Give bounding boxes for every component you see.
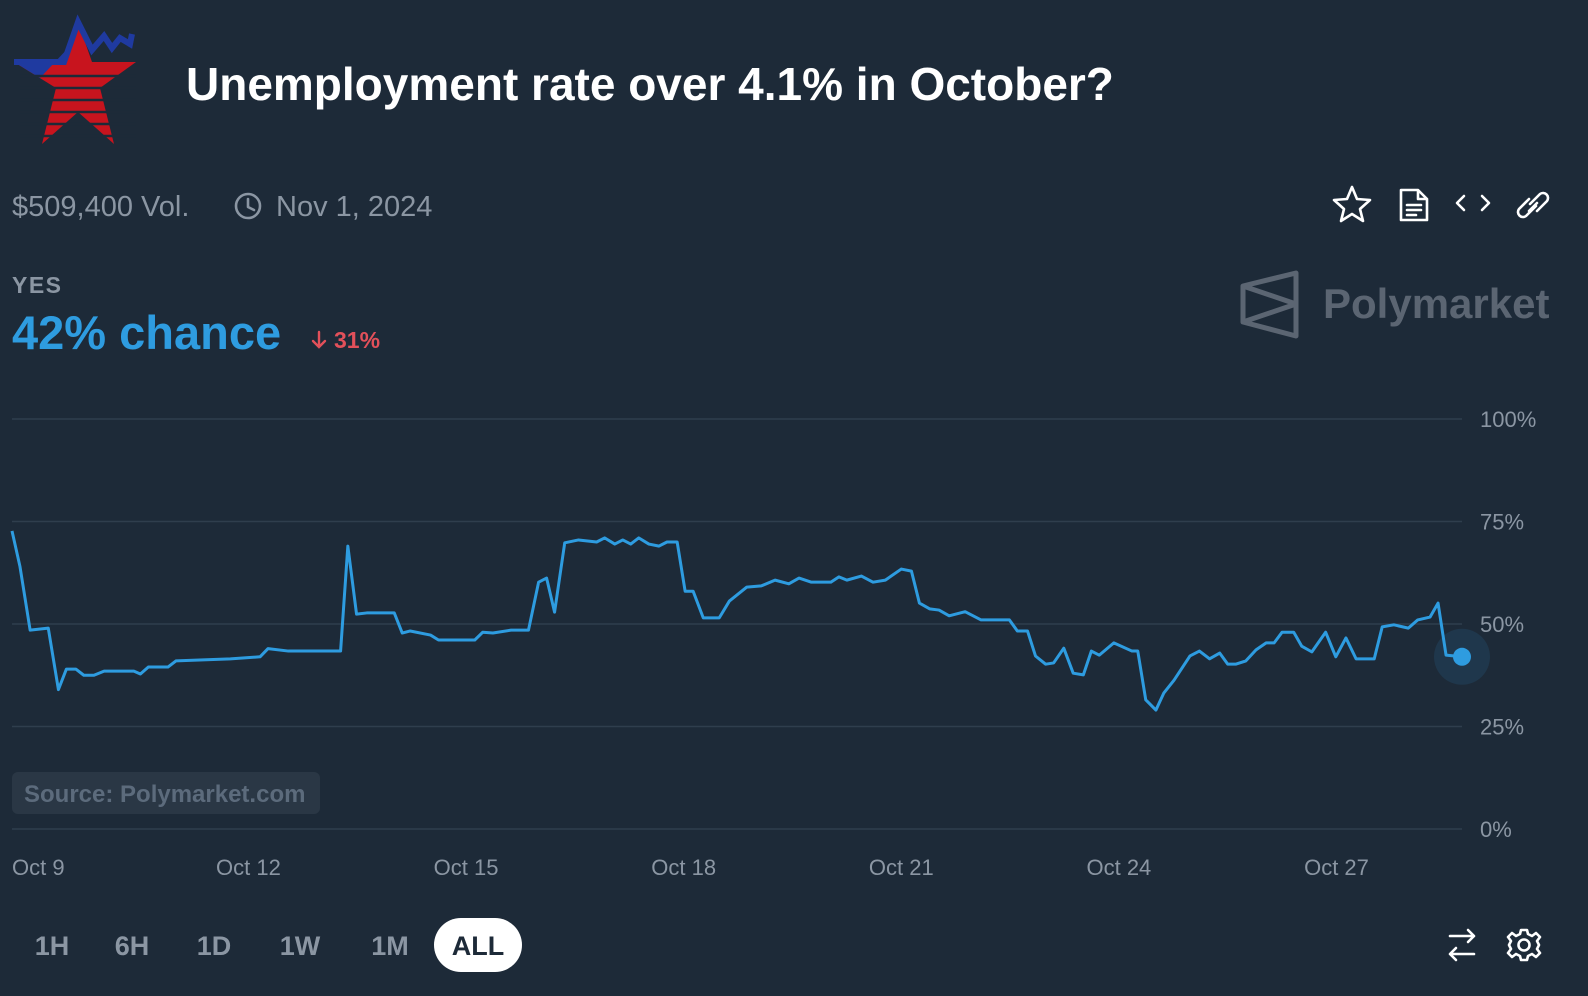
price-line xyxy=(10,530,1463,712)
y-tick-label: 50% xyxy=(1480,612,1524,637)
y-tick-label: 25% xyxy=(1480,715,1524,740)
y-tick-label: 75% xyxy=(1480,510,1524,535)
swap-button[interactable] xyxy=(1448,928,1476,962)
x-tick-label: Oct 9 xyxy=(12,855,65,880)
x-tick-label: Oct 24 xyxy=(1086,855,1151,880)
source-label: Source: Polymarket.com xyxy=(24,781,305,808)
x-tick-label: Oct 18 xyxy=(651,855,716,880)
settings-button[interactable] xyxy=(1506,928,1542,962)
range-button[interactable]: 1M xyxy=(371,931,409,961)
current-dot xyxy=(1453,647,1471,666)
brand-name: Polymarket xyxy=(1323,280,1549,327)
range-button[interactable]: 6H xyxy=(115,931,150,961)
change-label: 31% xyxy=(334,327,380,353)
rules-button[interactable] xyxy=(1399,188,1429,222)
x-tick-label: Oct 15 xyxy=(434,855,499,880)
end-date: Nov 1, 2024 xyxy=(276,191,432,223)
down-arrow xyxy=(311,330,327,349)
range-selected-pill xyxy=(434,918,522,972)
market-logo xyxy=(14,14,136,144)
clock-icon xyxy=(234,192,262,220)
range-button[interactable]: ALL xyxy=(452,931,504,961)
range-button[interactable]: 1H xyxy=(35,931,70,961)
range-button[interactable]: 1W xyxy=(280,931,321,961)
embed-button[interactable] xyxy=(1455,194,1491,212)
y-tick-label: 100% xyxy=(1480,407,1536,432)
range-selector: 1H 6H 1D 1W 1M ALL xyxy=(35,918,522,972)
outcome-label: YES xyxy=(12,272,63,298)
x-tick-label: Oct 21 xyxy=(869,855,934,880)
range-button[interactable]: 1D xyxy=(197,931,232,961)
bookmark-button[interactable] xyxy=(1332,185,1372,223)
volume: $509,400 Vol. xyxy=(12,191,189,223)
market-title: Unemployment rate over 4.1% in October? xyxy=(186,58,1114,110)
y-tick-label: 0% xyxy=(1480,817,1512,842)
copy-link-button[interactable] xyxy=(1516,191,1550,219)
x-tick-label: Oct 12 xyxy=(216,855,281,880)
source-box xyxy=(12,772,320,814)
x-tick-label: Oct 27 xyxy=(1304,855,1369,880)
brand-watermark: Polymarket xyxy=(1240,270,1549,339)
chance-label: 42% chance xyxy=(12,306,281,359)
plot-area: 0% 25% 50% 75% 100% Oct 9 Oct 12 Oct 15 Oct 18 Oc… xyxy=(10,407,1536,880)
